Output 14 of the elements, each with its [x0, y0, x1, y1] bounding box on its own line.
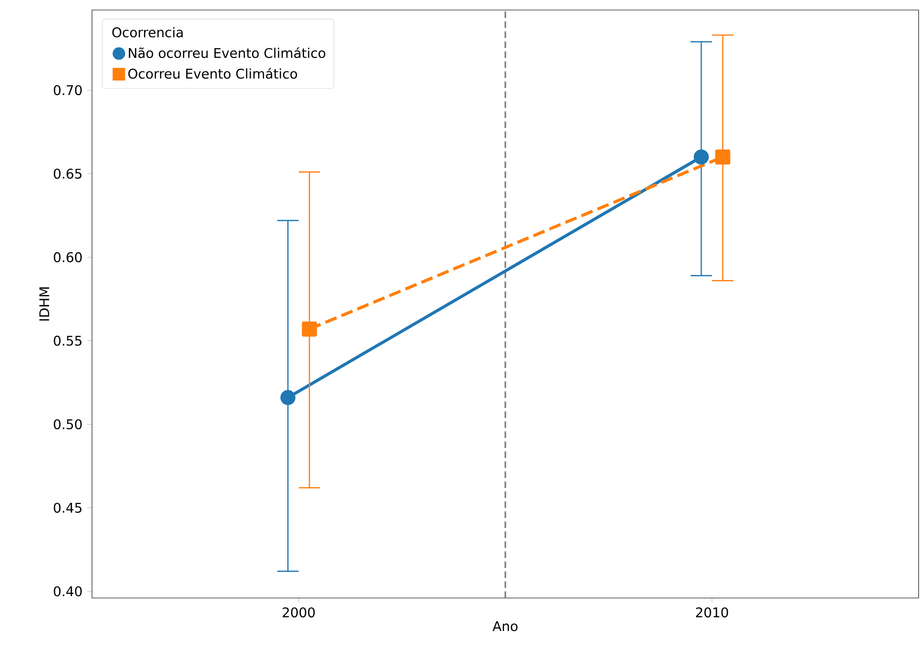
y-tick-label: 0.40	[54, 586, 82, 596]
y-tick-label: 0.70	[54, 85, 82, 96]
y-tick-label: 0.60	[54, 252, 82, 262]
legend-label: Ocorreu Evento Climático	[128, 68, 298, 79]
y-tick-label: 0.65	[54, 168, 82, 179]
y-axis-title: IDHM	[39, 287, 50, 321]
legend-label: Não ocorreu Evento Climático	[128, 47, 326, 58]
x-tick-label: 2000	[282, 607, 315, 618]
x-axis-title: Ano	[492, 621, 518, 632]
y-tick-label: 0.55	[54, 336, 82, 346]
x-tick-label: 2010	[696, 607, 728, 618]
y-tick-label: 0.45	[54, 502, 82, 513]
y-tick-label: 0.50	[54, 419, 82, 430]
legend-title: Ocorrencia	[112, 27, 183, 38]
